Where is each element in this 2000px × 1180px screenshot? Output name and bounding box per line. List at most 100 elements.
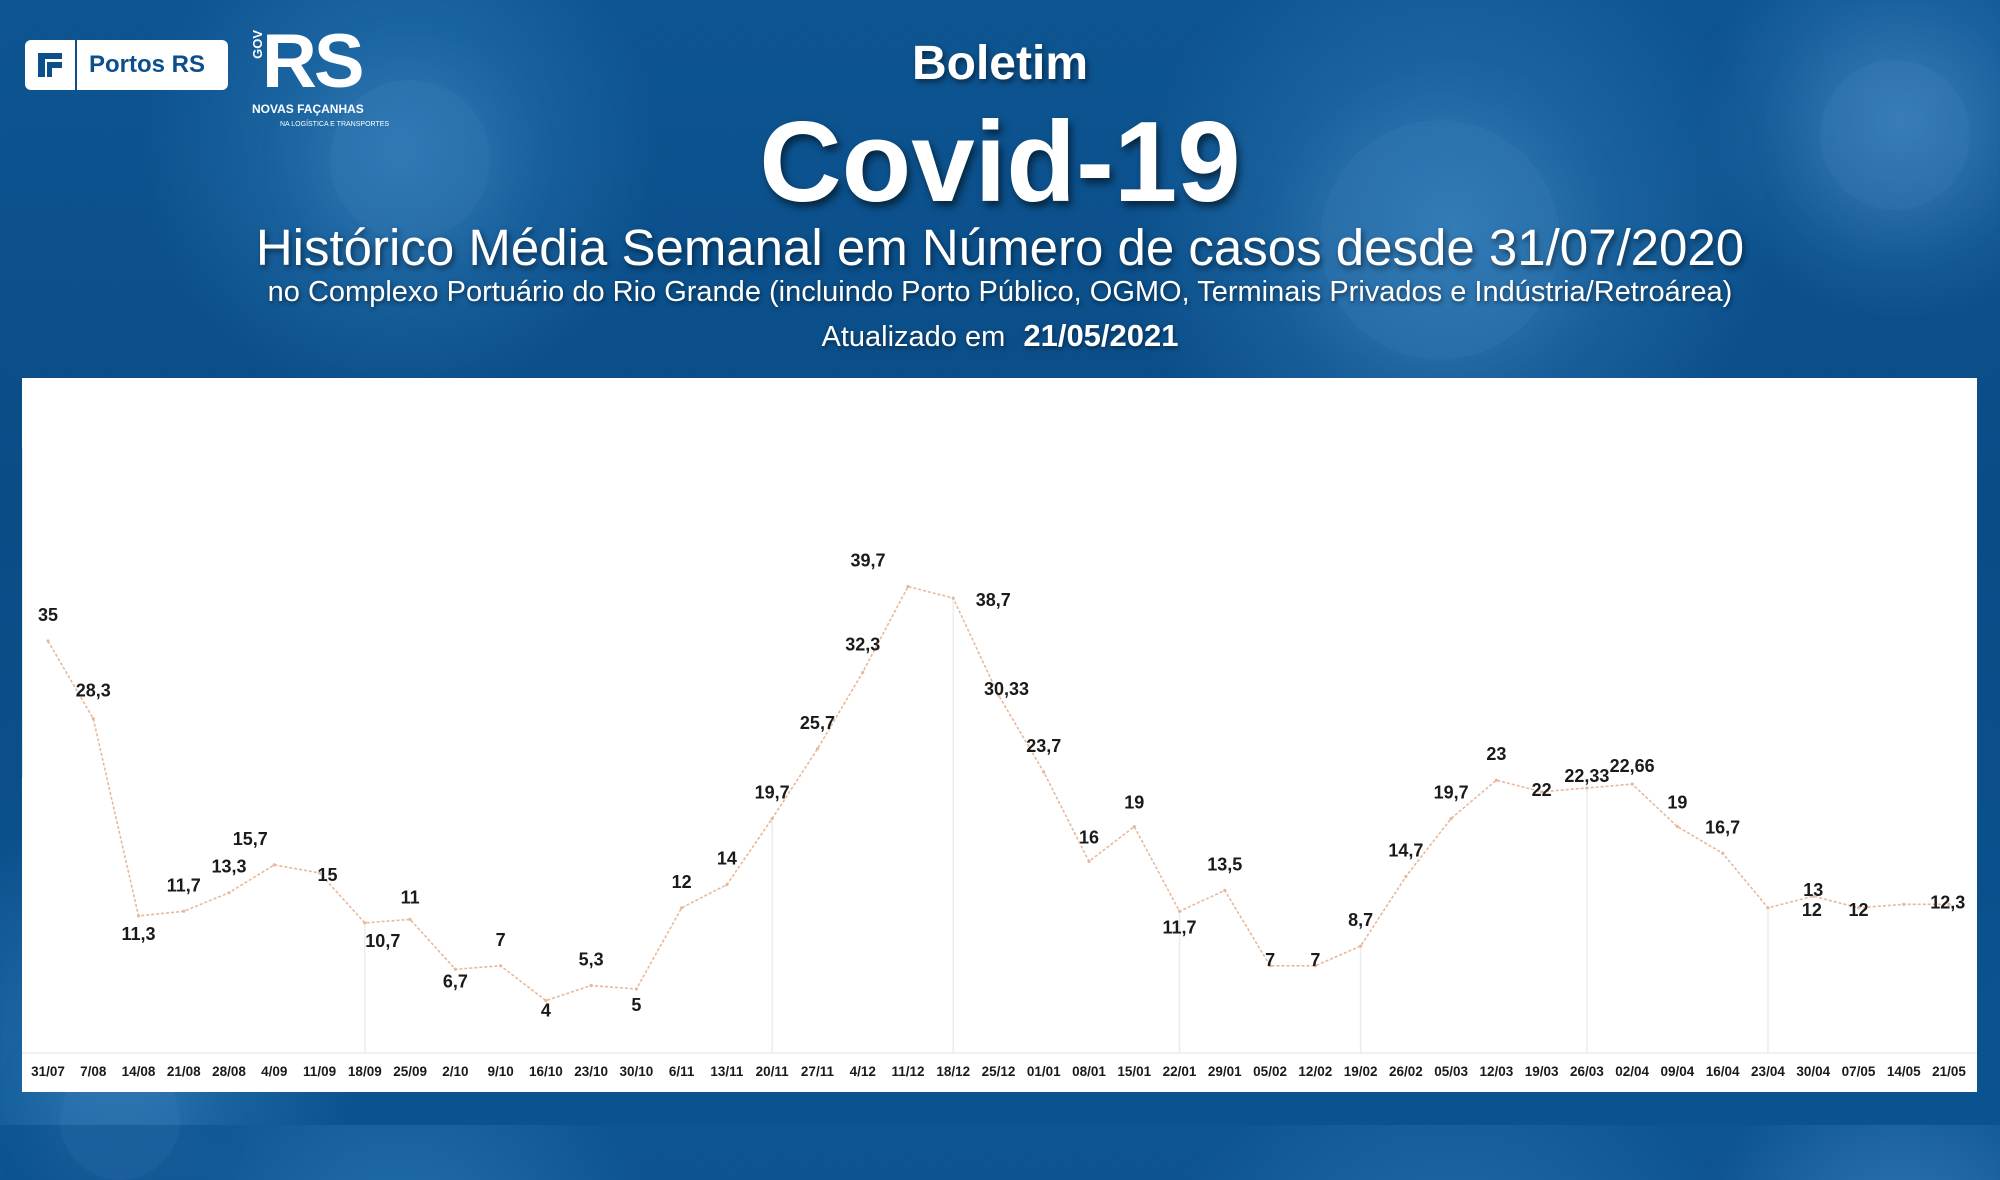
data-label: 6,7	[443, 971, 468, 991]
x-tick-label: 21/05	[1932, 1064, 1966, 1079]
data-label: 19	[1124, 793, 1144, 813]
x-tick-label: 11/09	[303, 1064, 336, 1079]
data-label: 16	[1079, 827, 1099, 847]
data-label: 15	[318, 865, 338, 885]
x-tick-label: 30/10	[620, 1064, 654, 1079]
data-point	[725, 883, 729, 887]
x-tick-label: 31/07	[31, 1064, 65, 1079]
data-point	[46, 639, 50, 643]
data-point	[1856, 906, 1861, 910]
x-tick-label: 19/02	[1344, 1064, 1378, 1079]
x-tick-label: 4/12	[850, 1064, 876, 1079]
page-title: Covid-19	[759, 99, 1241, 226]
data-label: 14	[717, 849, 737, 869]
x-tick-label: 16/10	[529, 1064, 563, 1079]
data-point	[815, 747, 820, 751]
gov-rs-logo: GOV RS NOVAS FAÇANHAS NA LOGÍSTICA E TRA…	[250, 19, 389, 142]
data-point	[680, 906, 684, 910]
data-label: 25,7	[800, 713, 835, 733]
data-point	[1540, 790, 1544, 794]
data-point	[770, 816, 774, 821]
data-point	[906, 584, 910, 589]
data-label: 11	[401, 887, 420, 907]
data-label: 12,3	[1930, 892, 1965, 912]
x-tick-label: 13/11	[710, 1064, 744, 1079]
x-tick-label: 08/01	[1072, 1064, 1106, 1079]
data-point	[544, 999, 548, 1003]
x-tick-label: 23/04	[1751, 1064, 1785, 1079]
data-point	[1766, 906, 1770, 910]
x-tick-label: 14/08	[122, 1064, 156, 1079]
data-label: 11,7	[167, 875, 201, 895]
line-chart: 35 28,3 11,3 11,7 13,3 15,7 15 10,7 11 6,7 7 4 5,3 5 1…	[22, 448, 1977, 1079]
data-label: 5,3	[579, 950, 604, 970]
data-point	[363, 921, 367, 925]
x-tick-label: 22/01	[1163, 1064, 1197, 1079]
data-label: 13,5	[1207, 854, 1242, 874]
data-point	[1630, 782, 1634, 786]
data-label: 5	[631, 995, 641, 1015]
x-tick-label: 7/08	[80, 1064, 107, 1079]
data-point	[136, 914, 141, 918]
x-tick-label: 30/04	[1796, 1064, 1830, 1079]
x-tick-label: 05/03	[1434, 1064, 1468, 1079]
data-point	[1358, 944, 1363, 948]
x-tick-label: 26/03	[1570, 1064, 1604, 1079]
data-label: 30,33	[984, 679, 1029, 699]
data-point	[1811, 894, 1815, 898]
x-tick-label: 11/12	[891, 1064, 924, 1079]
x-tick-label: 29/01	[1208, 1064, 1242, 1079]
data-point	[408, 917, 412, 922]
data-label: 39,7	[850, 550, 885, 570]
data-point	[272, 863, 276, 867]
x-tick-label: 9/10	[487, 1064, 513, 1079]
data-label: 4	[541, 1001, 551, 1021]
data-label: 28,3	[76, 681, 111, 701]
data-point	[951, 596, 955, 600]
x-tick-label: 18/12	[936, 1064, 970, 1079]
data-label: 11,3	[122, 924, 156, 944]
chart-panel: 35 28,3 11,3 11,7 13,3 15,7 15 10,7 11 6,7 7 4 5,3 5 1…	[22, 378, 1977, 1092]
data-point	[1947, 902, 1951, 906]
data-label: 7	[1310, 950, 1320, 970]
data-point	[499, 964, 503, 968]
data-point	[227, 891, 231, 895]
data-point	[1042, 770, 1046, 774]
x-tick-label: 01/01	[1027, 1064, 1061, 1079]
data-point	[182, 909, 186, 913]
x-tick-label: 14/05	[1887, 1064, 1921, 1079]
updated-line: Atualizado em 21/05/2021	[0, 318, 2000, 354]
data-label: 10,7	[365, 931, 400, 951]
data-label: 13	[1803, 880, 1823, 900]
data-point	[634, 987, 639, 991]
x-tick-label: 6/11	[669, 1064, 695, 1079]
data-point	[589, 983, 593, 988]
x-tick-label: 27/11	[801, 1064, 835, 1079]
data-label: 8,7	[1348, 910, 1373, 930]
x-tick-label: 09/04	[1661, 1064, 1695, 1079]
data-point	[1449, 816, 1453, 821]
data-label: 13,3	[212, 857, 247, 877]
data-point	[1494, 778, 1498, 782]
rs-logo-text: RS	[262, 19, 365, 104]
x-tick-label: 05/02	[1253, 1064, 1287, 1079]
portos-rs-logo: Portos RS	[25, 40, 228, 90]
x-tick-label: 12/02	[1298, 1064, 1332, 1079]
data-label: 12	[1848, 900, 1868, 920]
scope-description: no Complexo Portuário do Rio Grande (inc…	[267, 276, 1733, 308]
updated-label: Atualizado em	[821, 321, 1006, 353]
boletim-label: Boletim	[911, 37, 1088, 90]
data-label: 15,7	[233, 829, 268, 849]
data-label: 22,33	[1564, 766, 1609, 786]
x-tick-label: 25/09	[393, 1064, 427, 1079]
x-tick-label: 19/03	[1525, 1064, 1559, 1079]
data-label: 12	[672, 872, 692, 892]
data-label: 16,7	[1705, 817, 1740, 837]
updated-date: 21/05/2021	[1023, 318, 1179, 353]
data-point	[1404, 874, 1408, 879]
chart-subtitle: Histórico Média Semanal em Número de cas…	[255, 219, 1745, 276]
data-label: 19,7	[755, 782, 790, 802]
x-tick-label: 2/10	[442, 1064, 468, 1079]
data-point	[1585, 786, 1589, 790]
x-tick-label: 4/09	[261, 1064, 287, 1079]
